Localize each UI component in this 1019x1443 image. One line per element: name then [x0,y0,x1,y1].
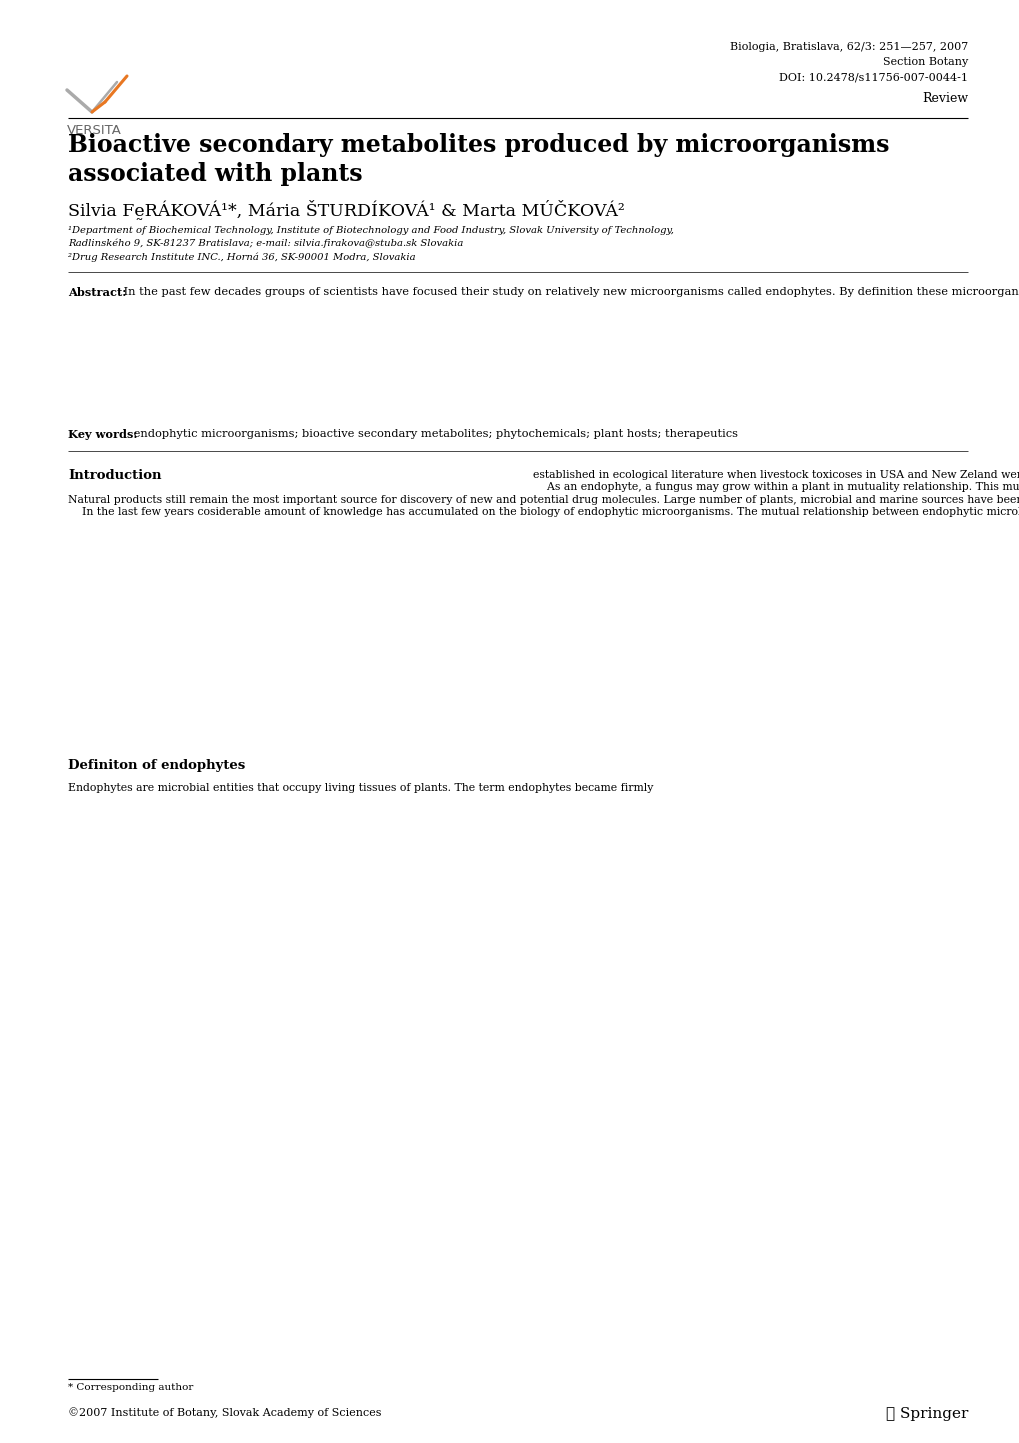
Text: DOI: 10.2478/s11756-007-0044-1: DOI: 10.2478/s11756-007-0044-1 [779,72,967,82]
Text: Definiton of endophytes: Definiton of endophytes [68,759,245,772]
Text: Natural products still remain the most important source for discovery of new and: Natural products still remain the most i… [68,495,1019,517]
Text: Bioactive secondary metabolites produced by microorganisms: Bioactive secondary metabolites produced… [68,133,889,157]
Text: Radlinského 9, SK-81237 Bratislava; e-mail: silvia.firakova@stuba.sk Slovakia: Radlinského 9, SK-81237 Bratislava; e-ma… [68,240,463,248]
Text: endophytic microorganisms; bioactive secondary metabolites; phytochemicals; plan: endophytic microorganisms; bioactive sec… [129,429,738,439]
Text: Abstract:: Abstract: [68,287,126,299]
Text: Review: Review [921,92,967,105]
Text: Silvia FḛRÁKOVÁ¹*, Mária ŠTURDÍKOVÁ¹ & Marta MÚČKOVÁ²: Silvia FḛRÁKOVÁ¹*, Mária ŠTURDÍKOVÁ¹ & M… [68,201,625,219]
Text: In the past few decades groups of scientists have focused their study on relativ: In the past few decades groups of scient… [120,287,1019,297]
Text: Introduction: Introduction [68,469,161,482]
Text: Biologia, Bratislava, 62/3: 251—257, 2007: Biologia, Bratislava, 62/3: 251—257, 200… [729,42,967,52]
Text: associated with plants: associated with plants [68,162,363,186]
Text: * Corresponding author: * Corresponding author [68,1382,194,1392]
Text: ¹Department of Biochemical Technology, Institute of Biotechnology and Food Indus: ¹Department of Biochemical Technology, I… [68,227,674,235]
Text: Section Botany: Section Botany [881,58,967,66]
Text: Key words:: Key words: [68,429,138,440]
Text: established in ecological literature when livestock toxicoses in USA and New Zel: established in ecological literature whe… [533,469,1019,492]
Text: ④ Springer: ④ Springer [884,1407,967,1421]
Text: ²Drug Research Institute INC., Horná 36, SK-90001 Modra, Slovakia: ²Drug Research Institute INC., Horná 36,… [68,253,415,261]
Text: VERSITA: VERSITA [67,124,121,137]
Text: ©2007 Institute of Botany, Slovak Academy of Sciences: ©2007 Institute of Botany, Slovak Academ… [68,1407,381,1418]
Text: Endophytes are microbial entities that occupy living tissues of plants. The term: Endophytes are microbial entities that o… [68,784,653,794]
